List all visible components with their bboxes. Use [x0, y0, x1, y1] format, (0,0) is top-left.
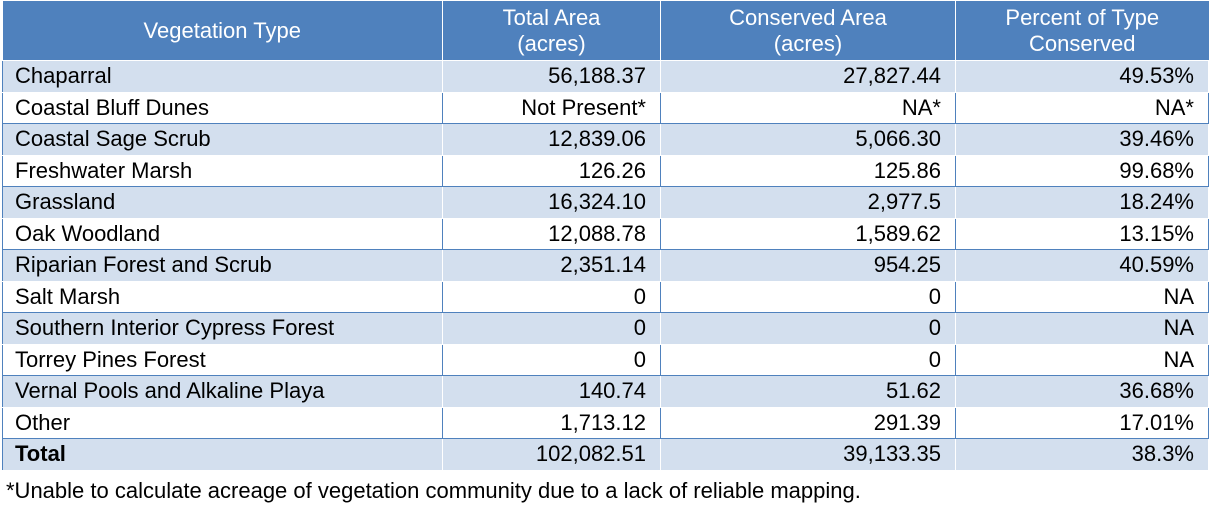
cell-total-area: Not Present*: [442, 92, 661, 124]
header-vegetation-type-label: Vegetation Type: [143, 17, 301, 43]
cell-vegetation-type: Vernal Pools and Alkaline Playa: [2, 375, 443, 408]
table-row: Torrey Pines Forest 0 0 NA: [2, 344, 1209, 376]
cell-total-area: 12,839.06: [442, 123, 661, 156]
cell-total-area: 0: [442, 344, 661, 376]
header-conserved-area-line1: Conserved Area: [729, 4, 887, 30]
cell-vegetation-type: Coastal Bluff Dunes: [2, 92, 443, 124]
table-row: Chaparral 56,188.37 27,827.44 49.53%: [2, 60, 1209, 93]
cell-conserved-area: 1,589.62: [660, 218, 956, 250]
table-row: Coastal Sage Scrub 12,839.06 5,066.30 39.46…: [2, 123, 1209, 156]
cell-total-area: 16,324.10: [442, 186, 661, 219]
header-total-area-line1: Total Area: [502, 4, 601, 30]
cell-vegetation-type: Grassland: [2, 186, 443, 219]
cell-vegetation-type: Total: [2, 438, 443, 471]
table-row: Southern Interior Cypress Forest 0 0 NA: [2, 312, 1209, 345]
cell-total-area: 102,082.51: [442, 438, 661, 471]
cell-percent-conserved: NA: [955, 281, 1209, 313]
cell-vegetation-type: Southern Interior Cypress Forest: [2, 312, 443, 345]
cell-conserved-area: 0: [660, 344, 956, 376]
cell-percent-conserved: NA: [955, 344, 1209, 376]
table-row: Vernal Pools and Alkaline Playa 140.74 51.…: [2, 375, 1209, 408]
cell-conserved-area: 5,066.30: [660, 123, 956, 156]
header-conserved-area: Conserved Area (acres): [660, 1, 956, 61]
cell-conserved-area: 2,977.5: [660, 186, 956, 219]
header-percent-conserved: Percent of Type Conserved: [955, 1, 1209, 61]
table-row: Freshwater Marsh 126.26 125.86 99.68%: [2, 155, 1209, 187]
header-percent-line1: Percent of Type: [1005, 4, 1160, 30]
header-total-area: Total Area (acres): [442, 1, 661, 61]
cell-total-area: 0: [442, 312, 661, 345]
cell-percent-conserved: 39.46%: [955, 123, 1209, 156]
cell-conserved-area: 39,133.35: [660, 438, 956, 471]
cell-vegetation-type: Freshwater Marsh: [2, 155, 443, 187]
cell-conserved-area: 0: [660, 281, 956, 313]
cell-vegetation-type: Riparian Forest and Scrub: [2, 249, 443, 282]
cell-vegetation-type: Oak Woodland: [2, 218, 443, 250]
cell-percent-conserved: NA: [955, 312, 1209, 345]
cell-vegetation-type: Other: [2, 407, 443, 439]
cell-percent-conserved: 40.59%: [955, 249, 1209, 282]
cell-percent-conserved: 36.68%: [955, 375, 1209, 408]
cell-total-area: 140.74: [442, 375, 661, 408]
cell-conserved-area: 51.62: [660, 375, 956, 408]
vegetation-conservation-table: Vegetation Type Total Area (acres) Conse…: [2, 1, 1209, 471]
table-row: Oak Woodland 12,088.78 1,589.62 13.15%: [2, 218, 1209, 250]
cell-conserved-area: 291.39: [660, 407, 956, 439]
cell-conserved-area: 0: [660, 312, 956, 345]
cell-total-area: 2,351.14: [442, 249, 661, 282]
cell-vegetation-type: Coastal Sage Scrub: [2, 123, 443, 156]
cell-conserved-area: NA*: [660, 92, 956, 124]
cell-vegetation-type: Chaparral: [2, 60, 443, 93]
cell-percent-conserved: 18.24%: [955, 186, 1209, 219]
table-body: Chaparral 56,188.37 27,827.44 49.53% Coastal…: [2, 60, 1209, 471]
cell-percent-conserved: 38.3%: [955, 438, 1209, 471]
cell-total-area: 0: [442, 281, 661, 313]
table-row: Salt Marsh 0 0 NA: [2, 281, 1209, 313]
cell-conserved-area: 954.25: [660, 249, 956, 282]
header-vegetation-type: Vegetation Type: [2, 1, 443, 61]
cell-total-area: 1,713.12: [442, 407, 661, 439]
cell-total-area: 12,088.78: [442, 218, 661, 250]
table-header-row: Vegetation Type Total Area (acres) Conse…: [2, 1, 1209, 61]
header-total-area-line2: (acres): [517, 30, 586, 56]
cell-conserved-area: 125.86: [660, 155, 956, 187]
cell-percent-conserved: 17.01%: [955, 407, 1209, 439]
header-conserved-area-line2: (acres): [773, 30, 843, 56]
cell-percent-conserved: 49.53%: [955, 60, 1209, 93]
cell-vegetation-type: Salt Marsh: [2, 281, 443, 313]
cell-percent-conserved: 99.68%: [955, 155, 1209, 187]
footnote: *Unable to calculate acreage of vegetati…: [6, 478, 861, 503]
table-row: Coastal Bluff Dunes Not Present* NA* NA*: [2, 92, 1209, 124]
cell-total-area: 126.26: [442, 155, 661, 187]
table-row: Riparian Forest and Scrub 2,351.14 954.25 4…: [2, 249, 1209, 282]
cell-percent-conserved: NA*: [955, 92, 1209, 124]
table-row: Grassland 16,324.10 2,977.5 18.24%: [2, 186, 1209, 219]
cell-vegetation-type: Torrey Pines Forest: [2, 344, 443, 376]
cell-percent-conserved: 13.15%: [955, 218, 1209, 250]
header-percent-line2: Conserved: [1029, 30, 1136, 56]
table-row: Other 1,713.12 291.39 17.01%: [2, 407, 1209, 439]
cell-conserved-area: 27,827.44: [660, 60, 956, 93]
cell-total-area: 56,188.37: [442, 60, 661, 93]
table-total-row: Total 102,082.51 39,133.35 38.3%: [2, 438, 1209, 471]
